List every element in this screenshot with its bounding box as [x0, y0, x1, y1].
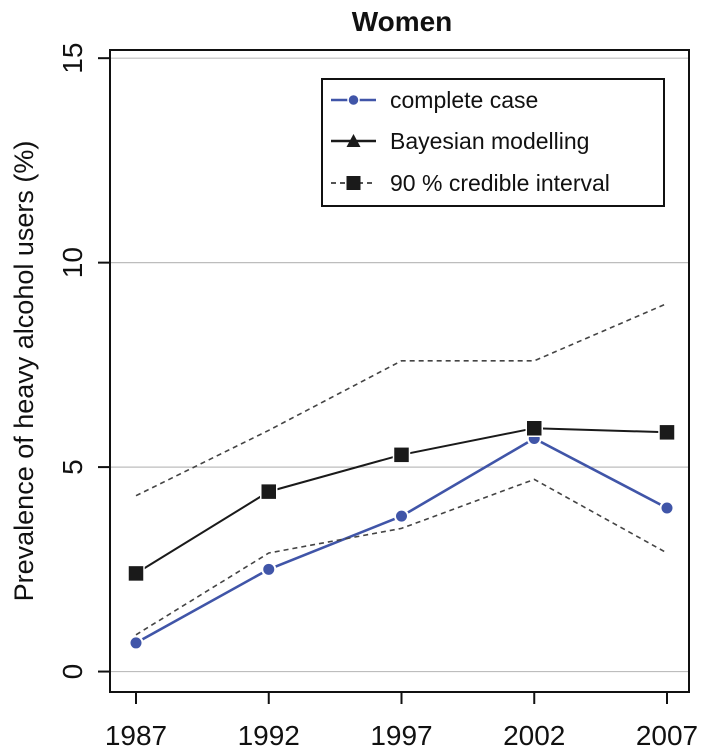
- legend: complete case Bayesian modelling 90 % cred…: [321, 78, 665, 207]
- point-complete-1997: [394, 508, 409, 524]
- legend-label: complete case: [390, 87, 538, 113]
- point-complete-2007: [659, 500, 675, 516]
- point-complete-1992: [261, 561, 277, 577]
- y-tick-label: 15: [57, 43, 88, 74]
- x-tick-label: 2002: [503, 720, 565, 751]
- point-bayes-2007: [658, 423, 676, 442]
- x-tick-label: 1992: [238, 720, 300, 751]
- axes: 0 5 10 15 1987 1992 1997 2002 2007: [57, 43, 698, 751]
- legend-marker-triangle: [346, 134, 361, 147]
- x-tick-label: 2007: [636, 720, 698, 751]
- y-tick-label: 5: [57, 459, 88, 475]
- x-tick-label: 1987: [105, 720, 167, 751]
- legend-box: [321, 78, 665, 207]
- chart-title: Women: [352, 6, 453, 37]
- x-tick-label: 1997: [370, 720, 432, 751]
- point-complete-1987: [128, 635, 144, 651]
- plot-frame: [109, 49, 690, 693]
- series-layer: [127, 302, 676, 651]
- legend-marker-square: [346, 176, 361, 190]
- grid-lines: [110, 57, 689, 673]
- point-bayes-1997: [392, 446, 411, 464]
- point-bayes-1992: [260, 482, 278, 501]
- legend-label: Bayesian modelling: [390, 128, 589, 154]
- series-line-ci_lower: [135, 478, 668, 636]
- point-bayes-2002: [525, 419, 543, 437]
- series-line-ci_upper: [135, 302, 668, 497]
- point-bayes-1987: [127, 564, 145, 583]
- y-tick-label: 0: [57, 664, 88, 680]
- legend-label: 90 % credible interval: [390, 170, 610, 196]
- legend-marker-circle: [347, 93, 360, 107]
- series-line-complete: [135, 437, 668, 645]
- y-tick-label: 10: [57, 247, 88, 278]
- y-axis-label: Prevalence of heavy alcohol users (%): [9, 141, 39, 602]
